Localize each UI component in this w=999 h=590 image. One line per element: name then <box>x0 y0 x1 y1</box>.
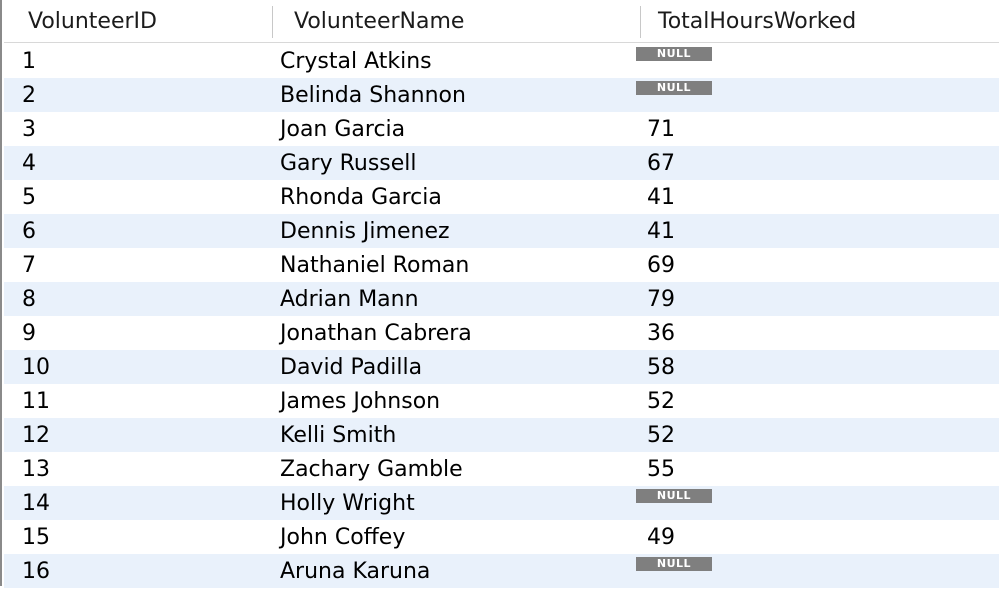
cell-volunteername[interactable]: Dennis Jimenez <box>280 219 450 244</box>
cell-volunteerid[interactable]: 15 <box>22 525 50 550</box>
cell-volunteername[interactable]: James Johnson <box>280 389 441 414</box>
cell-totalhoursworked[interactable]: 67 <box>647 151 675 176</box>
grid-header: VolunteerID VolunteerName TotalHoursWork… <box>4 0 999 43</box>
column-header-volunteerid[interactable]: VolunteerID <box>28 9 157 34</box>
null-badge[interactable]: NULL <box>636 81 712 95</box>
cell-volunteerid[interactable]: 3 <box>22 117 36 142</box>
column-header-volunteername[interactable]: VolunteerName <box>294 9 465 34</box>
cell-volunteerid[interactable]: 6 <box>22 219 36 244</box>
cell-volunteername[interactable]: Gary Russell <box>280 151 417 176</box>
cell-volunteername[interactable]: Crystal Atkins <box>280 49 432 74</box>
table-row[interactable]: 16 Aruna Karuna NULL <box>4 554 999 588</box>
table-row[interactable]: 4 Gary Russell 67 <box>4 146 999 180</box>
cell-volunteername[interactable]: Jonathan Cabrera <box>280 321 472 346</box>
cell-totalhoursworked[interactable]: 52 <box>647 423 675 448</box>
cell-volunteerid[interactable]: 8 <box>22 287 36 312</box>
cell-totalhoursworked[interactable]: 69 <box>647 253 675 278</box>
cell-volunteername[interactable]: Rhonda Garcia <box>280 185 442 210</box>
null-badge[interactable]: NULL <box>636 557 712 571</box>
cell-volunteername[interactable]: Holly Wright <box>280 491 415 516</box>
cell-volunteerid[interactable]: 13 <box>22 457 50 482</box>
table-row[interactable]: 8 Adrian Mann 79 <box>4 282 999 316</box>
table-row[interactable]: 12 Kelli Smith 52 <box>4 418 999 452</box>
table-row[interactable]: 15 John Coffey 49 <box>4 520 999 554</box>
column-divider[interactable] <box>272 6 273 38</box>
cell-totalhoursworked[interactable]: 41 <box>647 185 675 210</box>
cell-totalhoursworked[interactable]: 52 <box>647 389 675 414</box>
table-row[interactable]: 1 Crystal Atkins NULL <box>4 44 999 78</box>
table-row[interactable]: 9 Jonathan Cabrera 36 <box>4 316 999 350</box>
cell-totalhoursworked[interactable]: 79 <box>647 287 675 312</box>
table-row[interactable]: 11 James Johnson 52 <box>4 384 999 418</box>
table-row[interactable]: 6 Dennis Jimenez 41 <box>4 214 999 248</box>
table-row[interactable]: 7 Nathaniel Roman 69 <box>4 248 999 282</box>
cell-volunteername[interactable]: Joan Garcia <box>280 117 406 142</box>
table-row[interactable]: 14 Holly Wright NULL <box>4 486 999 520</box>
cell-volunteername[interactable]: Aruna Karuna <box>280 559 431 584</box>
cell-volunteerid[interactable]: 14 <box>22 491 50 516</box>
table-row[interactable]: 13 Zachary Gamble 55 <box>4 452 999 486</box>
cell-totalhoursworked[interactable]: 71 <box>647 117 675 142</box>
cell-volunteerid[interactable]: 2 <box>22 83 36 108</box>
cell-volunteername[interactable]: David Padilla <box>280 355 423 380</box>
cell-volunteername[interactable]: Kelli Smith <box>280 423 397 448</box>
cell-volunteerid[interactable]: 16 <box>22 559 50 584</box>
cell-volunteerid[interactable]: 10 <box>22 355 50 380</box>
cell-totalhoursworked[interactable]: 49 <box>647 525 675 550</box>
cell-volunteername[interactable]: John Coffey <box>280 525 406 550</box>
cell-volunteerid[interactable]: 1 <box>22 49 36 74</box>
cell-volunteername[interactable]: Zachary Gamble <box>280 457 463 482</box>
cell-totalhoursworked[interactable]: 55 <box>647 457 675 482</box>
null-badge[interactable]: NULL <box>636 489 712 503</box>
table-row[interactable]: 5 Rhonda Garcia 41 <box>4 180 999 214</box>
cell-volunteerid[interactable]: 12 <box>22 423 50 448</box>
cell-totalhoursworked[interactable]: 36 <box>647 321 675 346</box>
cell-totalhoursworked[interactable]: 41 <box>647 219 675 244</box>
cell-volunteerid[interactable]: 7 <box>22 253 36 278</box>
cell-volunteerid[interactable]: 4 <box>22 151 36 176</box>
column-divider[interactable] <box>640 6 641 38</box>
cell-volunteername[interactable]: Adrian Mann <box>280 287 419 312</box>
cell-volunteerid[interactable]: 11 <box>22 389 50 414</box>
table-row[interactable]: 10 David Padilla 58 <box>4 350 999 384</box>
cell-volunteerid[interactable]: 5 <box>22 185 36 210</box>
table-row[interactable]: 2 Belinda Shannon NULL <box>4 78 999 112</box>
cell-volunteername[interactable]: Nathaniel Roman <box>280 253 470 278</box>
null-badge[interactable]: NULL <box>636 47 712 61</box>
column-header-totalhoursworked[interactable]: TotalHoursWorked <box>658 9 857 34</box>
cell-volunteername[interactable]: Belinda Shannon <box>280 83 466 108</box>
cell-volunteerid[interactable]: 9 <box>22 321 36 346</box>
cell-totalhoursworked[interactable]: 58 <box>647 355 675 380</box>
table-row[interactable]: 3 Joan Garcia 71 <box>4 112 999 146</box>
